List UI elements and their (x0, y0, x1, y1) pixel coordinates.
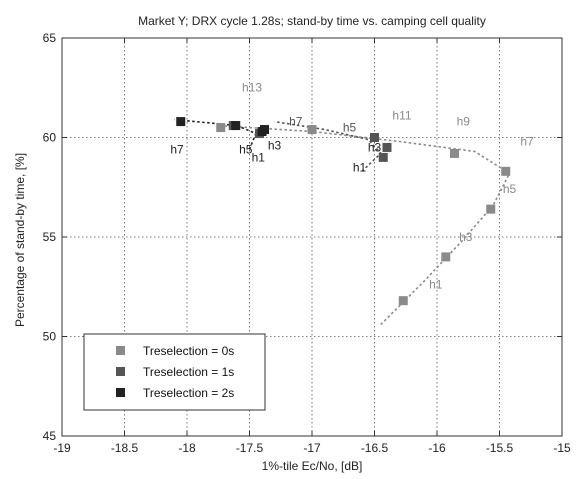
x-tick-label: -17.5 (236, 441, 264, 455)
legend-label-0s: Treselection = 0s (143, 344, 234, 358)
grid (62, 38, 562, 436)
annotation-label: h3 (368, 140, 382, 154)
annotation-label: h1 (429, 278, 443, 292)
legend-marker-0s (116, 346, 125, 355)
legend-label-2s: Treselection = 2s (143, 386, 234, 400)
x-tick-label: -16 (428, 441, 446, 455)
data-point (257, 127, 267, 137)
annotation-label: h5 (343, 121, 357, 135)
data-points (176, 117, 511, 306)
annotation-label: h11 (392, 109, 411, 123)
annotation-label: h1 (353, 160, 367, 174)
legend-marker-1s (116, 367, 125, 376)
annotation-label: h9 (457, 115, 471, 129)
trend-line-series-0 (218, 124, 511, 326)
data-point (382, 142, 392, 152)
y-tick-label: 45 (43, 429, 57, 443)
annotation-label: h7 (520, 134, 534, 148)
ticks (61, 37, 563, 437)
data-point (486, 204, 496, 214)
data-point (501, 166, 511, 176)
data-point (441, 252, 451, 262)
annotation-label: h3 (459, 230, 473, 244)
annotation-label: h1 (252, 150, 266, 164)
x-tick-label: -15 (553, 441, 571, 455)
data-point (176, 117, 186, 127)
trend-line-series-2 (174, 118, 257, 150)
tick-labels: -19 -18.5 -18 -17.5 -17 -16.5 -16 -15.5 -15 45 50 5… (43, 31, 571, 455)
x-tick-label: -15.5 (486, 441, 514, 455)
annotation-label: h7 (289, 115, 303, 129)
annotation-label: h3 (268, 138, 282, 152)
data-point (398, 296, 408, 306)
y-tick-label: 60 (43, 131, 57, 145)
x-tick-label: -18 (178, 441, 196, 455)
legend: Treselection = 0s Treselection = 1s Tres… (83, 333, 266, 411)
legend-marker-2s (116, 388, 125, 397)
y-tick-label: 50 (43, 330, 57, 344)
data-point (370, 133, 379, 142)
data-point (231, 121, 241, 131)
data-point (216, 123, 226, 133)
x-axis-label: 1%-tile Ec/No, [dB] (262, 459, 363, 473)
x-tick-label: -19 (53, 441, 71, 455)
annotation-label: h13 (242, 81, 262, 95)
legend-box (83, 333, 266, 411)
data-point (378, 152, 388, 162)
annotation-label: h5 (503, 182, 517, 196)
legend-label-1s: Treselection = 1s (143, 365, 234, 379)
data-point (450, 148, 459, 158)
y-axis-label: Percentage of stand-by time, [%] (13, 153, 27, 327)
y-tick-label: 65 (43, 31, 57, 45)
x-tick-label: -16.5 (361, 441, 389, 455)
data-point (307, 125, 317, 135)
x-tick-label: -18.5 (111, 441, 139, 455)
chart-title: Market Y; DRX cycle 1.28s; stand-by time… (138, 14, 486, 28)
y-tick-label: 55 (43, 230, 57, 244)
annotation-label: h5 (239, 142, 253, 156)
x-tick-label: -17 (303, 441, 321, 455)
annotation-label: h7 (170, 142, 184, 156)
